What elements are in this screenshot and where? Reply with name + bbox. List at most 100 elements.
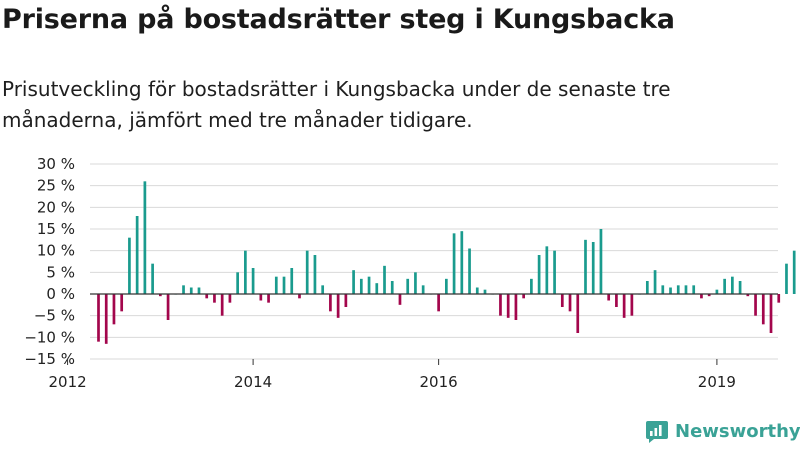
bar — [769, 294, 773, 333]
bar — [700, 294, 703, 299]
bar — [182, 285, 185, 294]
bar — [158, 294, 162, 297]
bar — [468, 248, 471, 294]
bar — [189, 287, 193, 294]
bar — [460, 231, 464, 294]
bar — [622, 294, 626, 318]
bars — [97, 181, 796, 344]
bar — [236, 272, 239, 294]
bar — [437, 294, 440, 312]
bar — [120, 294, 124, 312]
bar — [213, 294, 216, 303]
bar — [653, 270, 657, 294]
bar — [305, 250, 309, 294]
bar — [390, 281, 394, 294]
bar — [615, 294, 618, 307]
bar — [151, 263, 154, 294]
bar — [205, 294, 209, 299]
bar — [669, 287, 672, 294]
bar — [367, 276, 371, 294]
bar — [785, 263, 788, 294]
bar — [576, 294, 580, 333]
bar — [344, 294, 348, 307]
bar — [290, 268, 294, 294]
bar — [398, 294, 402, 305]
bar — [251, 268, 255, 294]
y-tick-label: 0 % — [46, 285, 75, 303]
bar — [553, 250, 556, 294]
bar — [352, 270, 355, 294]
bar — [197, 287, 201, 294]
grid-lines — [90, 163, 778, 360]
bar — [499, 294, 502, 316]
bar — [707, 294, 711, 297]
bar — [754, 294, 757, 316]
x-tick-label: 2012 — [48, 373, 86, 391]
bar — [375, 283, 379, 294]
y-axis-ticks: 30 % 25 % 20 % 15 % 10 % 5 % 0 % −5 % −10 % −15 % — [24, 155, 75, 368]
bar — [684, 285, 688, 294]
bar — [104, 294, 108, 344]
bar — [692, 285, 696, 294]
bar — [483, 289, 487, 294]
bar — [568, 294, 572, 312]
bar — [336, 294, 340, 318]
bar — [731, 276, 734, 294]
bar — [112, 294, 116, 325]
bar — [777, 294, 781, 303]
x-tick-label: 2016 — [420, 373, 458, 391]
y-tick-label: −15 % — [24, 350, 75, 368]
bar — [761, 294, 765, 325]
bar — [220, 294, 224, 316]
bar — [267, 294, 270, 303]
chart-subtitle: Prisutveckling för bostadsrätter i Kungs… — [2, 77, 671, 132]
bar — [143, 181, 147, 294]
bar — [530, 278, 533, 294]
y-tick-label: −5 % — [34, 307, 75, 325]
y-tick-label: 5 % — [46, 263, 75, 281]
bar — [676, 285, 680, 294]
bar — [746, 294, 750, 297]
y-tick-label: −10 % — [24, 328, 75, 346]
y-tick-label: 15 % — [37, 220, 75, 238]
bar — [244, 250, 247, 294]
bar — [414, 272, 417, 294]
bar — [313, 255, 317, 294]
bar — [661, 285, 665, 294]
bar — [545, 246, 549, 294]
bar — [475, 287, 479, 294]
bar — [723, 278, 726, 294]
bar — [383, 265, 386, 294]
y-tick-label: 20 % — [37, 198, 75, 216]
bar — [537, 255, 541, 294]
x-tick-label: 2014 — [234, 373, 272, 391]
bar — [792, 250, 796, 294]
bar — [128, 237, 131, 294]
bar — [321, 285, 325, 294]
chart-title: Priserna på bostadsrätter steg i Kungsba… — [2, 4, 675, 35]
brand-logo[interactable]: Newsworthy — [645, 419, 800, 443]
bar — [298, 294, 301, 299]
bar — [452, 233, 456, 294]
x-axis-ticks: 2012201420162019202120232025 — [48, 359, 736, 391]
x-tick-label: 2019 — [698, 373, 736, 391]
bar — [274, 276, 278, 294]
bar — [97, 294, 100, 342]
y-tick-label: 30 % — [37, 155, 75, 173]
bar — [406, 278, 410, 294]
bar — [228, 294, 232, 303]
bar — [329, 294, 332, 312]
bar — [359, 278, 363, 294]
bar — [135, 216, 139, 294]
bar — [584, 239, 587, 294]
bar — [607, 294, 611, 301]
bar — [560, 294, 564, 307]
bar — [421, 285, 425, 294]
bar — [599, 229, 603, 294]
bar — [445, 278, 448, 294]
bar — [645, 281, 649, 294]
y-tick-label: 10 % — [37, 242, 75, 260]
bar — [738, 281, 742, 294]
bar — [514, 294, 518, 320]
